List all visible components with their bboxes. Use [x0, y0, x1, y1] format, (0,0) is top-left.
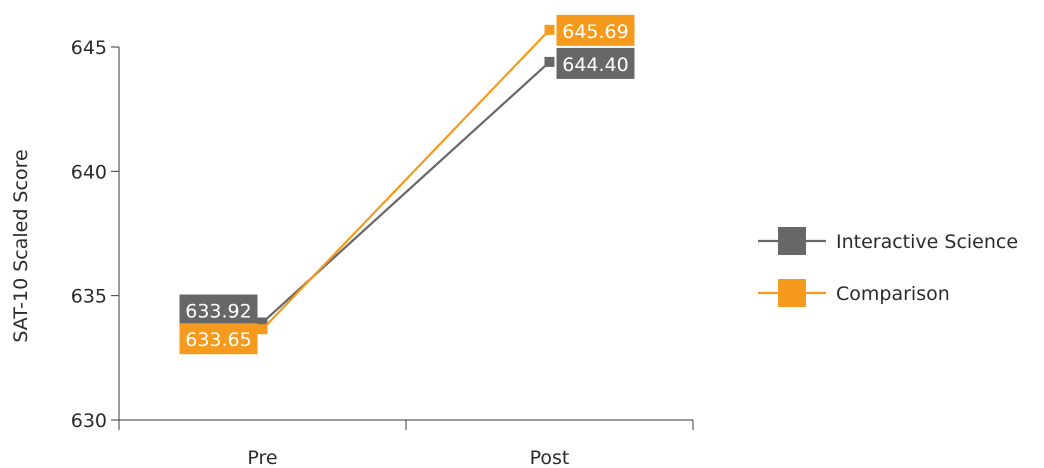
data-point [257, 324, 268, 335]
data-label-box [179, 323, 258, 355]
series-line [261, 29, 551, 330]
data-point [257, 317, 268, 328]
data-label-box [556, 47, 635, 79]
data-labels: 633.92 633.65 645.69 644.40 [179, 14, 635, 355]
y-tick-label: 640 [71, 161, 107, 183]
data-label: 633.92 [185, 301, 251, 323]
x-tick-label: Pre [247, 447, 277, 468]
legend: Interactive Science Comparison [758, 227, 1018, 307]
data-point [544, 56, 555, 67]
legend-label: Interactive Science [836, 231, 1018, 253]
data-label: 644.40 [562, 54, 628, 76]
axes: 630 635 640 645 Pre Post [71, 37, 694, 468]
x-tick-label: Post [530, 447, 570, 468]
y-tick-label: 630 [71, 410, 107, 432]
series-layer [257, 24, 555, 335]
y-axis-label: SAT-10 Scaled Score [10, 149, 32, 342]
data-point [544, 24, 555, 35]
data-label-box [556, 14, 635, 46]
legend-swatch [778, 227, 806, 255]
data-label: 633.65 [185, 329, 251, 351]
y-tick-label: 645 [71, 37, 107, 59]
data-label-box [179, 294, 258, 326]
data-label: 645.69 [562, 21, 628, 43]
y-tick-label: 635 [71, 286, 107, 308]
legend-label: Comparison [836, 283, 950, 305]
legend-swatch [778, 279, 806, 307]
